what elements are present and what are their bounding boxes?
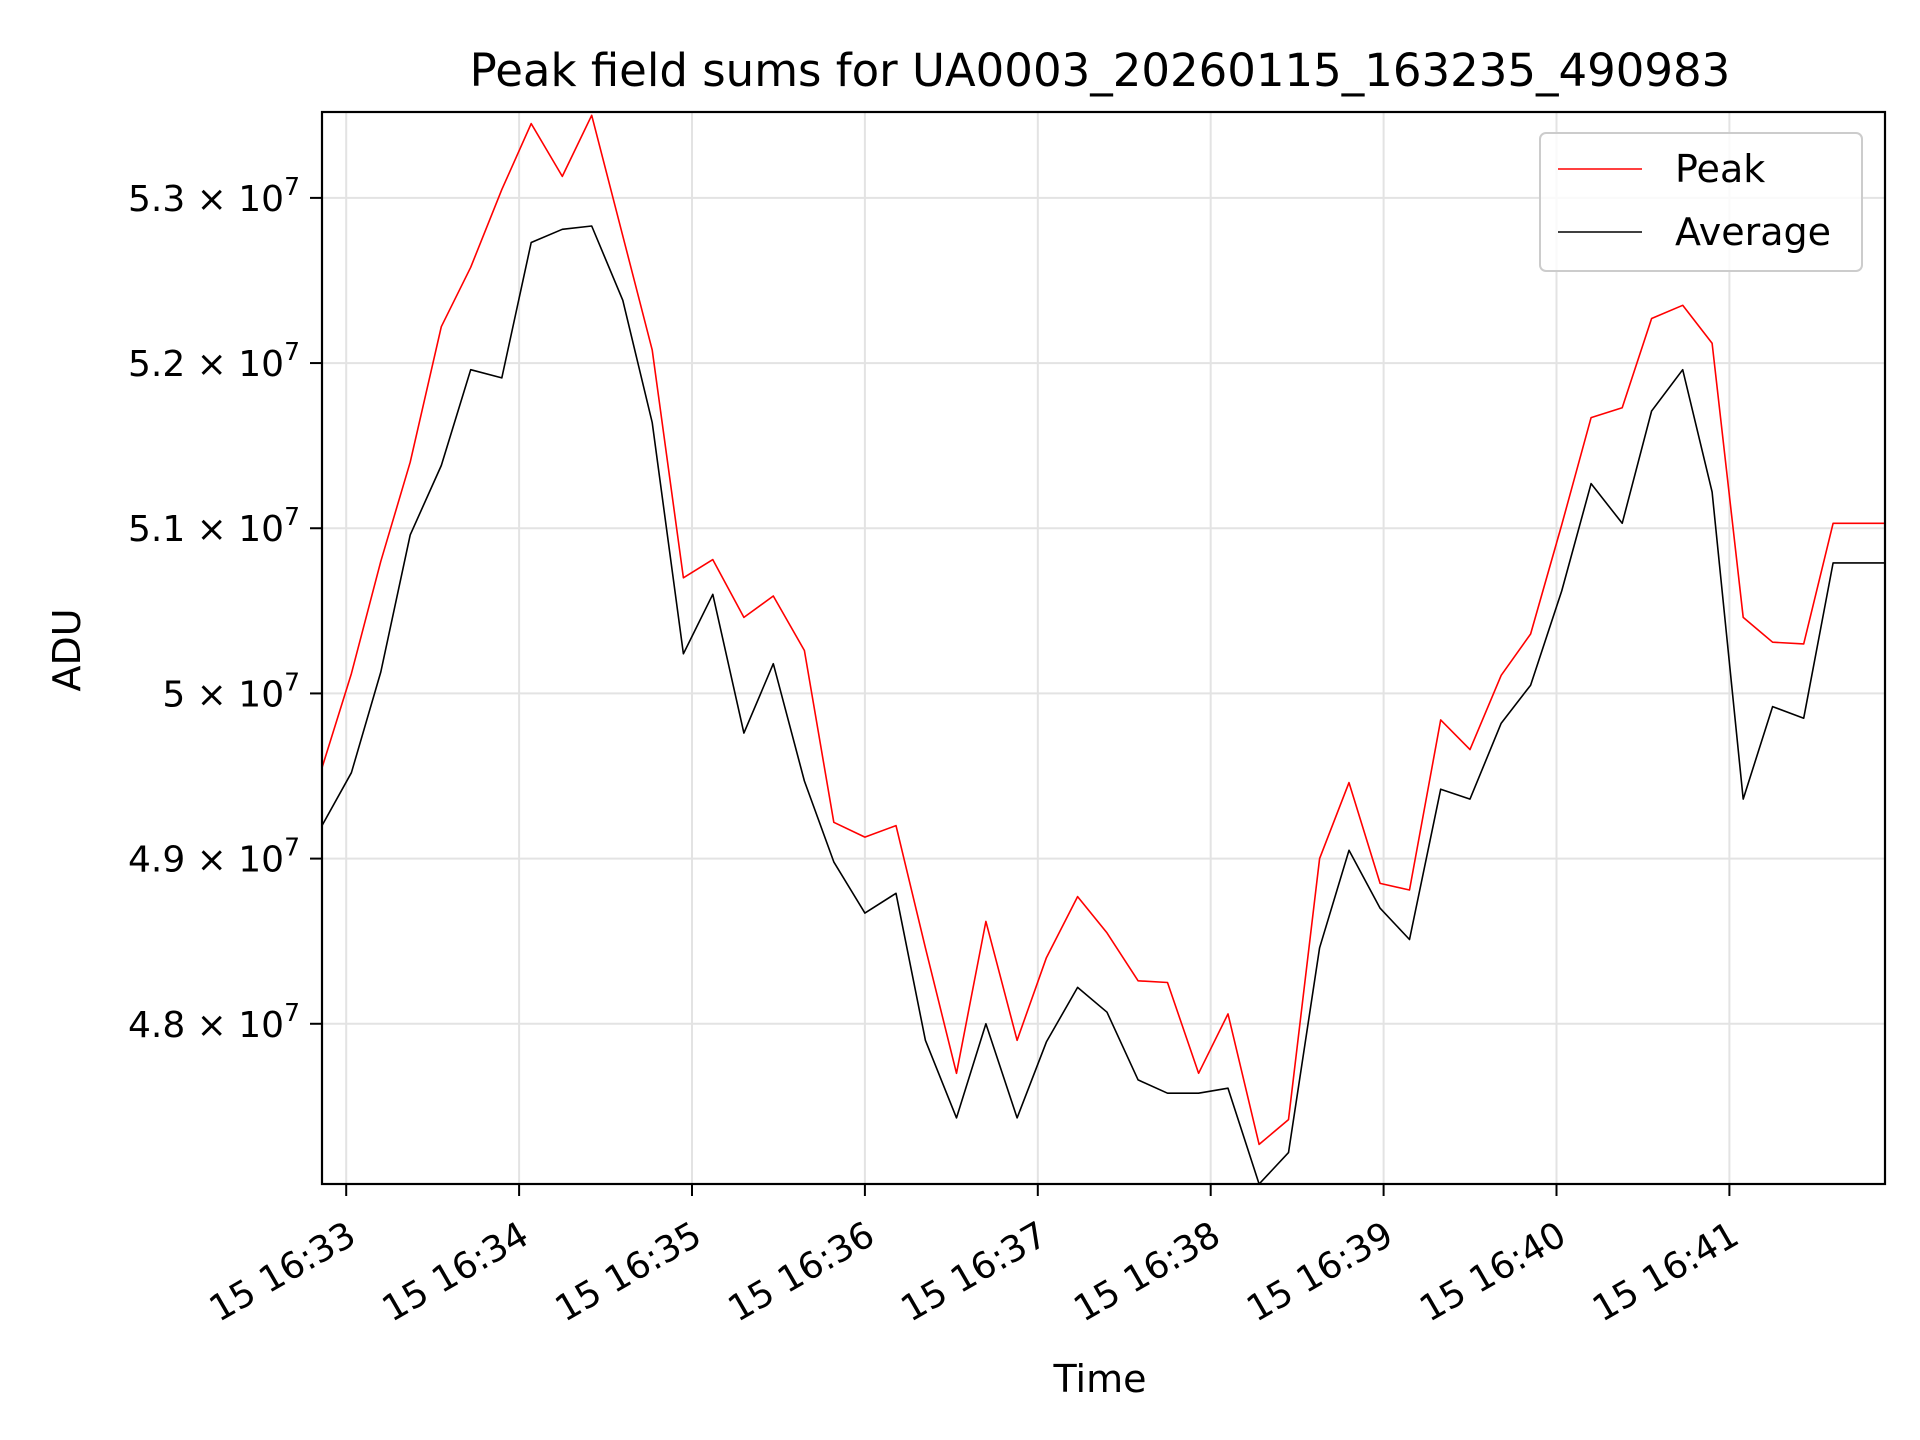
plot-area-frame [320,110,1887,1186]
y-axis-label: ADU [45,608,89,691]
legend: Peak Average [1539,132,1863,272]
y-tick-label-0: 4.8 × 107 [128,998,300,1046]
series-line-peak [322,114,1885,1146]
series-lines [322,114,1885,1184]
legend-label-peak: Peak [1675,147,1765,191]
y-tick-label-4: 5.2 × 107 [128,337,300,385]
y-tick-label-5: 5.3 × 107 [128,172,300,220]
legend-label-average: Average [1675,210,1831,254]
y-axis: 4.8 × 107 4.9 × 107 5 × 107 5.1 × 107 5.2 × … [128,172,322,1046]
y-tick-label-1: 4.9 × 107 [128,833,300,881]
y-tick-label-2: 5 × 107 [162,667,300,715]
series-line-average [322,225,1885,1184]
y-tick-label-3: 5.1 × 107 [128,502,300,550]
legend-box [1539,132,1863,272]
chart-title: Peak field sums for UA0003_20260115_1632… [470,44,1731,97]
x-axis-label: Time [1053,1357,1147,1401]
grid-lines [322,112,1885,1184]
